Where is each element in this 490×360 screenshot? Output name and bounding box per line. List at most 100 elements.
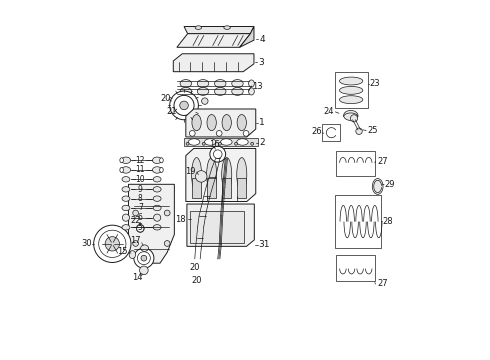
Text: 31: 31 [259,240,270,249]
Text: 24: 24 [323,107,334,116]
Circle shape [105,237,120,251]
Text: 13: 13 [252,82,263,91]
Polygon shape [128,184,174,263]
Ellipse shape [237,158,247,192]
Text: 7: 7 [138,203,143,212]
Ellipse shape [340,96,363,104]
Circle shape [251,142,254,145]
Ellipse shape [232,80,243,87]
Text: 18: 18 [175,215,186,224]
Ellipse shape [136,225,144,232]
Ellipse shape [129,251,136,258]
Text: 14: 14 [132,273,143,282]
Text: 29: 29 [385,180,395,189]
Ellipse shape [343,111,358,121]
Ellipse shape [197,80,209,87]
Ellipse shape [197,87,209,95]
Ellipse shape [232,87,243,95]
Polygon shape [186,148,256,202]
Bar [191,211,245,243]
Ellipse shape [180,87,192,95]
Ellipse shape [120,167,123,172]
Ellipse shape [122,205,130,211]
Text: 4: 4 [259,35,265,44]
Polygon shape [187,204,254,246]
Bar [337,150,375,176]
Ellipse shape [153,186,161,192]
Bar [192,178,201,198]
Ellipse shape [153,225,161,230]
Bar [335,72,368,108]
Ellipse shape [204,139,216,145]
Ellipse shape [340,77,363,85]
Circle shape [214,150,222,158]
Text: 8: 8 [138,194,143,203]
Ellipse shape [237,139,248,145]
Text: 6: 6 [138,213,143,222]
Text: 17: 17 [130,237,140,246]
Ellipse shape [153,205,161,211]
Ellipse shape [153,196,161,201]
Circle shape [98,230,126,257]
Ellipse shape [160,158,163,163]
Text: 22: 22 [131,216,141,225]
Text: 26: 26 [311,127,322,136]
Circle shape [190,131,195,136]
Circle shape [186,142,189,145]
Circle shape [243,131,249,136]
Ellipse shape [153,177,161,182]
Ellipse shape [192,158,201,192]
Circle shape [219,142,221,145]
Circle shape [137,252,150,265]
Text: 3: 3 [258,58,264,67]
Circle shape [180,101,188,110]
Ellipse shape [215,87,226,95]
Ellipse shape [215,80,226,87]
Polygon shape [173,54,254,72]
Ellipse shape [188,139,200,145]
Circle shape [216,131,222,136]
Circle shape [164,210,170,216]
Circle shape [133,240,139,246]
Ellipse shape [141,245,148,251]
Ellipse shape [122,225,130,230]
Ellipse shape [220,139,232,145]
Circle shape [94,225,131,262]
Circle shape [140,266,148,275]
Text: 1: 1 [259,118,265,127]
Text: 25: 25 [367,126,377,135]
Ellipse shape [222,114,231,131]
Bar [238,178,246,198]
Bar [207,178,216,198]
Ellipse shape [201,98,208,104]
Ellipse shape [237,114,246,131]
Polygon shape [240,27,254,47]
Ellipse shape [122,186,130,192]
Text: 20: 20 [189,263,200,272]
Polygon shape [184,27,254,34]
Text: 19: 19 [185,167,196,176]
Ellipse shape [152,167,162,173]
Bar [322,124,341,141]
Circle shape [153,214,161,221]
Text: 28: 28 [383,217,393,226]
Ellipse shape [122,167,131,173]
Ellipse shape [356,128,362,134]
Polygon shape [186,109,256,137]
Ellipse shape [120,158,123,163]
Circle shape [141,255,147,261]
Ellipse shape [207,158,217,192]
Ellipse shape [248,88,254,95]
Circle shape [164,240,170,246]
Ellipse shape [180,80,192,87]
Bar [335,195,381,248]
Circle shape [170,91,198,120]
Text: 21: 21 [166,107,176,116]
Circle shape [202,142,205,145]
Text: 2: 2 [259,138,265,147]
Ellipse shape [224,26,230,30]
Text: 9: 9 [138,185,143,194]
Text: 20: 20 [192,276,202,285]
Bar [222,178,231,198]
Ellipse shape [152,157,162,163]
